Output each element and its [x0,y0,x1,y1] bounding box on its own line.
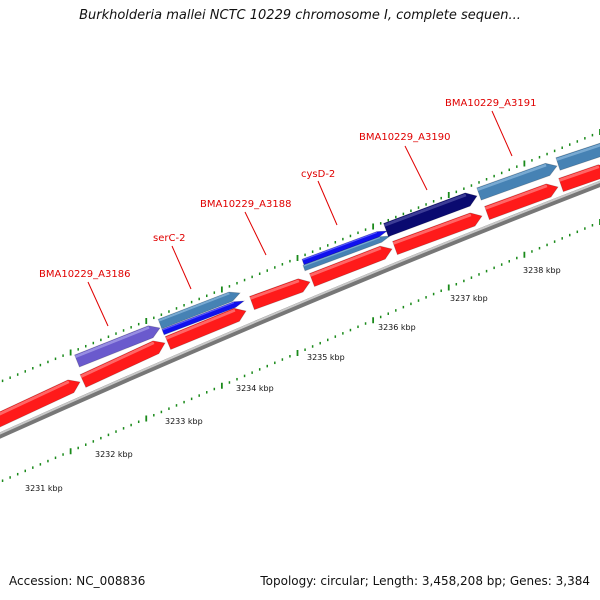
backbone-line [0,180,600,439]
map-title: Burkholderia mallei NCTC 10229 chromosom… [79,8,521,23]
cds-arrow-5 [308,245,393,288]
leader-line-2 [171,245,192,290]
label-leaders [87,110,513,327]
leader-line-4 [317,180,338,226]
cds-arrow-7 [484,183,559,221]
kbp-label-3231: 3231 kbp [25,484,63,493]
gene-arrow-serc-2-outer [157,291,241,330]
gene-arrow-bma10229-a3186-shine [74,326,150,358]
leader-line-3 [244,211,267,256]
gene-arrow-cysd-2-outer [301,230,389,266]
gene-label-bma10229-a3188[interactable]: BMA10229_A3188 [200,199,291,210]
gene-arrow-cysd-2-inner [302,235,392,272]
cds-arrow-1 [0,379,81,428]
gene-arrow-bma10229-a3191-shine [477,163,547,191]
cds-arrow-3-shine [165,308,236,340]
gene-arrow-serc-2-outer-shine [158,292,230,322]
gene-label-bma10229-a3190[interactable]: BMA10229_A3190 [359,132,450,143]
cds-arrow-8 [558,164,600,193]
kbp-label-3232: 3232 kbp [95,450,133,459]
kbp-label-3236: 3236 kbp [378,323,416,332]
gene-arrow-serc-2-inner-shine [162,302,235,331]
kbp-label-3234: 3234 kbp [236,384,274,393]
backbone [0,180,600,439]
kbp-label-3233: 3233 kbp [165,417,203,426]
leader-line-6 [491,110,513,157]
gene-arrow-cysd-2-inner-shine [303,236,381,267]
gene-label-bma10229-a3186[interactable]: BMA10229_A3186 [39,269,130,280]
kbp-label-3238: 3238 kbp [523,266,561,275]
gene-arrow-bma10229-a3191 [476,162,558,201]
cds-arrow-1-shine [0,380,70,416]
gene-arrow-bma10229-a3190-shine [383,193,467,227]
cds-arrow-7-shine [484,184,548,210]
gene-label-bma10229-a3191[interactable]: BMA10229_A3191 [445,98,536,109]
tick-row-far [1,219,600,482]
gene-label-serc-2[interactable]: serC-2 [153,233,185,244]
gene-arrow-bma10229-a3186 [74,325,161,368]
feature-arrows [0,142,600,428]
gene-arrow-serc-2-inner [161,300,246,336]
leader-line-1 [87,281,109,327]
tick-row-near [1,129,600,383]
cds-arrow-4 [249,278,311,311]
cds-arrow-2-shine [80,341,155,378]
gene-arrow-next-shine [556,143,600,161]
topology-info-text: Topology: circular; Length: 3,458,208 bp… [260,574,590,588]
leader-line-5 [404,145,428,191]
gene-label-cysd-2[interactable]: cysD-2 [301,169,335,180]
cds-arrow-6 [392,212,483,256]
cds-arrow-6-shine [392,213,472,245]
cds-arrow-5-shine [309,246,382,277]
cds-arrow-8-shine [558,165,600,182]
gene-arrow-bma10229-a3190 [383,192,478,238]
cds-arrow-3 [164,307,247,351]
backbone-highlight [0,180,600,435]
cds-arrow-2 [79,340,166,388]
cds-arrow-4-shine [249,279,300,300]
kbp-label-3237: 3237 kbp [450,294,488,303]
gene-arrow-cysd-2-outer-shine [302,231,378,261]
kbp-label-3235: 3235 kbp [307,353,345,362]
accession-text: Accession: NC_008836 [9,574,146,588]
